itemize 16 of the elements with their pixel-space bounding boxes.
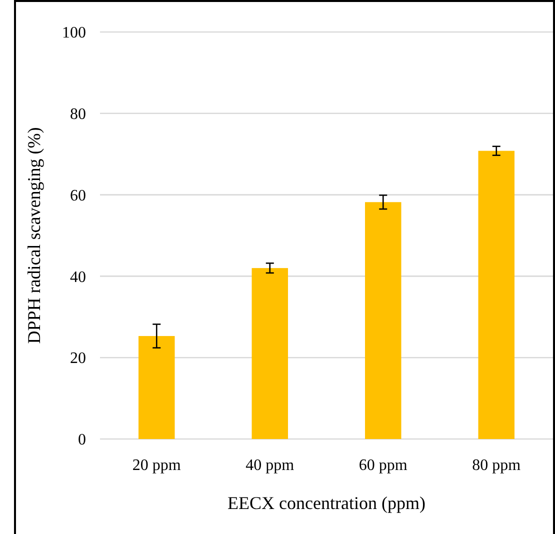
y-tick-label: 80 [70,106,86,123]
x-axis-title: EECX concentration (ppm) [228,493,426,513]
x-tick-label: 60 ppm [358,457,408,474]
y-tick-label: 40 [70,268,86,286]
bar [478,150,514,439]
y-tick-label: 60 [70,187,86,204]
bar [138,336,175,439]
y-axis-title: DPPH radical scavenging (%) [24,127,44,344]
y-tick-label: 20 [70,350,86,368]
x-tick-label: 20 ppm [132,457,182,474]
bar [365,202,402,439]
x-tick-label: 80 ppm [472,457,522,474]
x-tick-label: 40 ppm [246,457,295,474]
y-tick-label: 100 [62,24,86,42]
y-tick-label: 0 [78,432,86,449]
bar [252,268,288,439]
